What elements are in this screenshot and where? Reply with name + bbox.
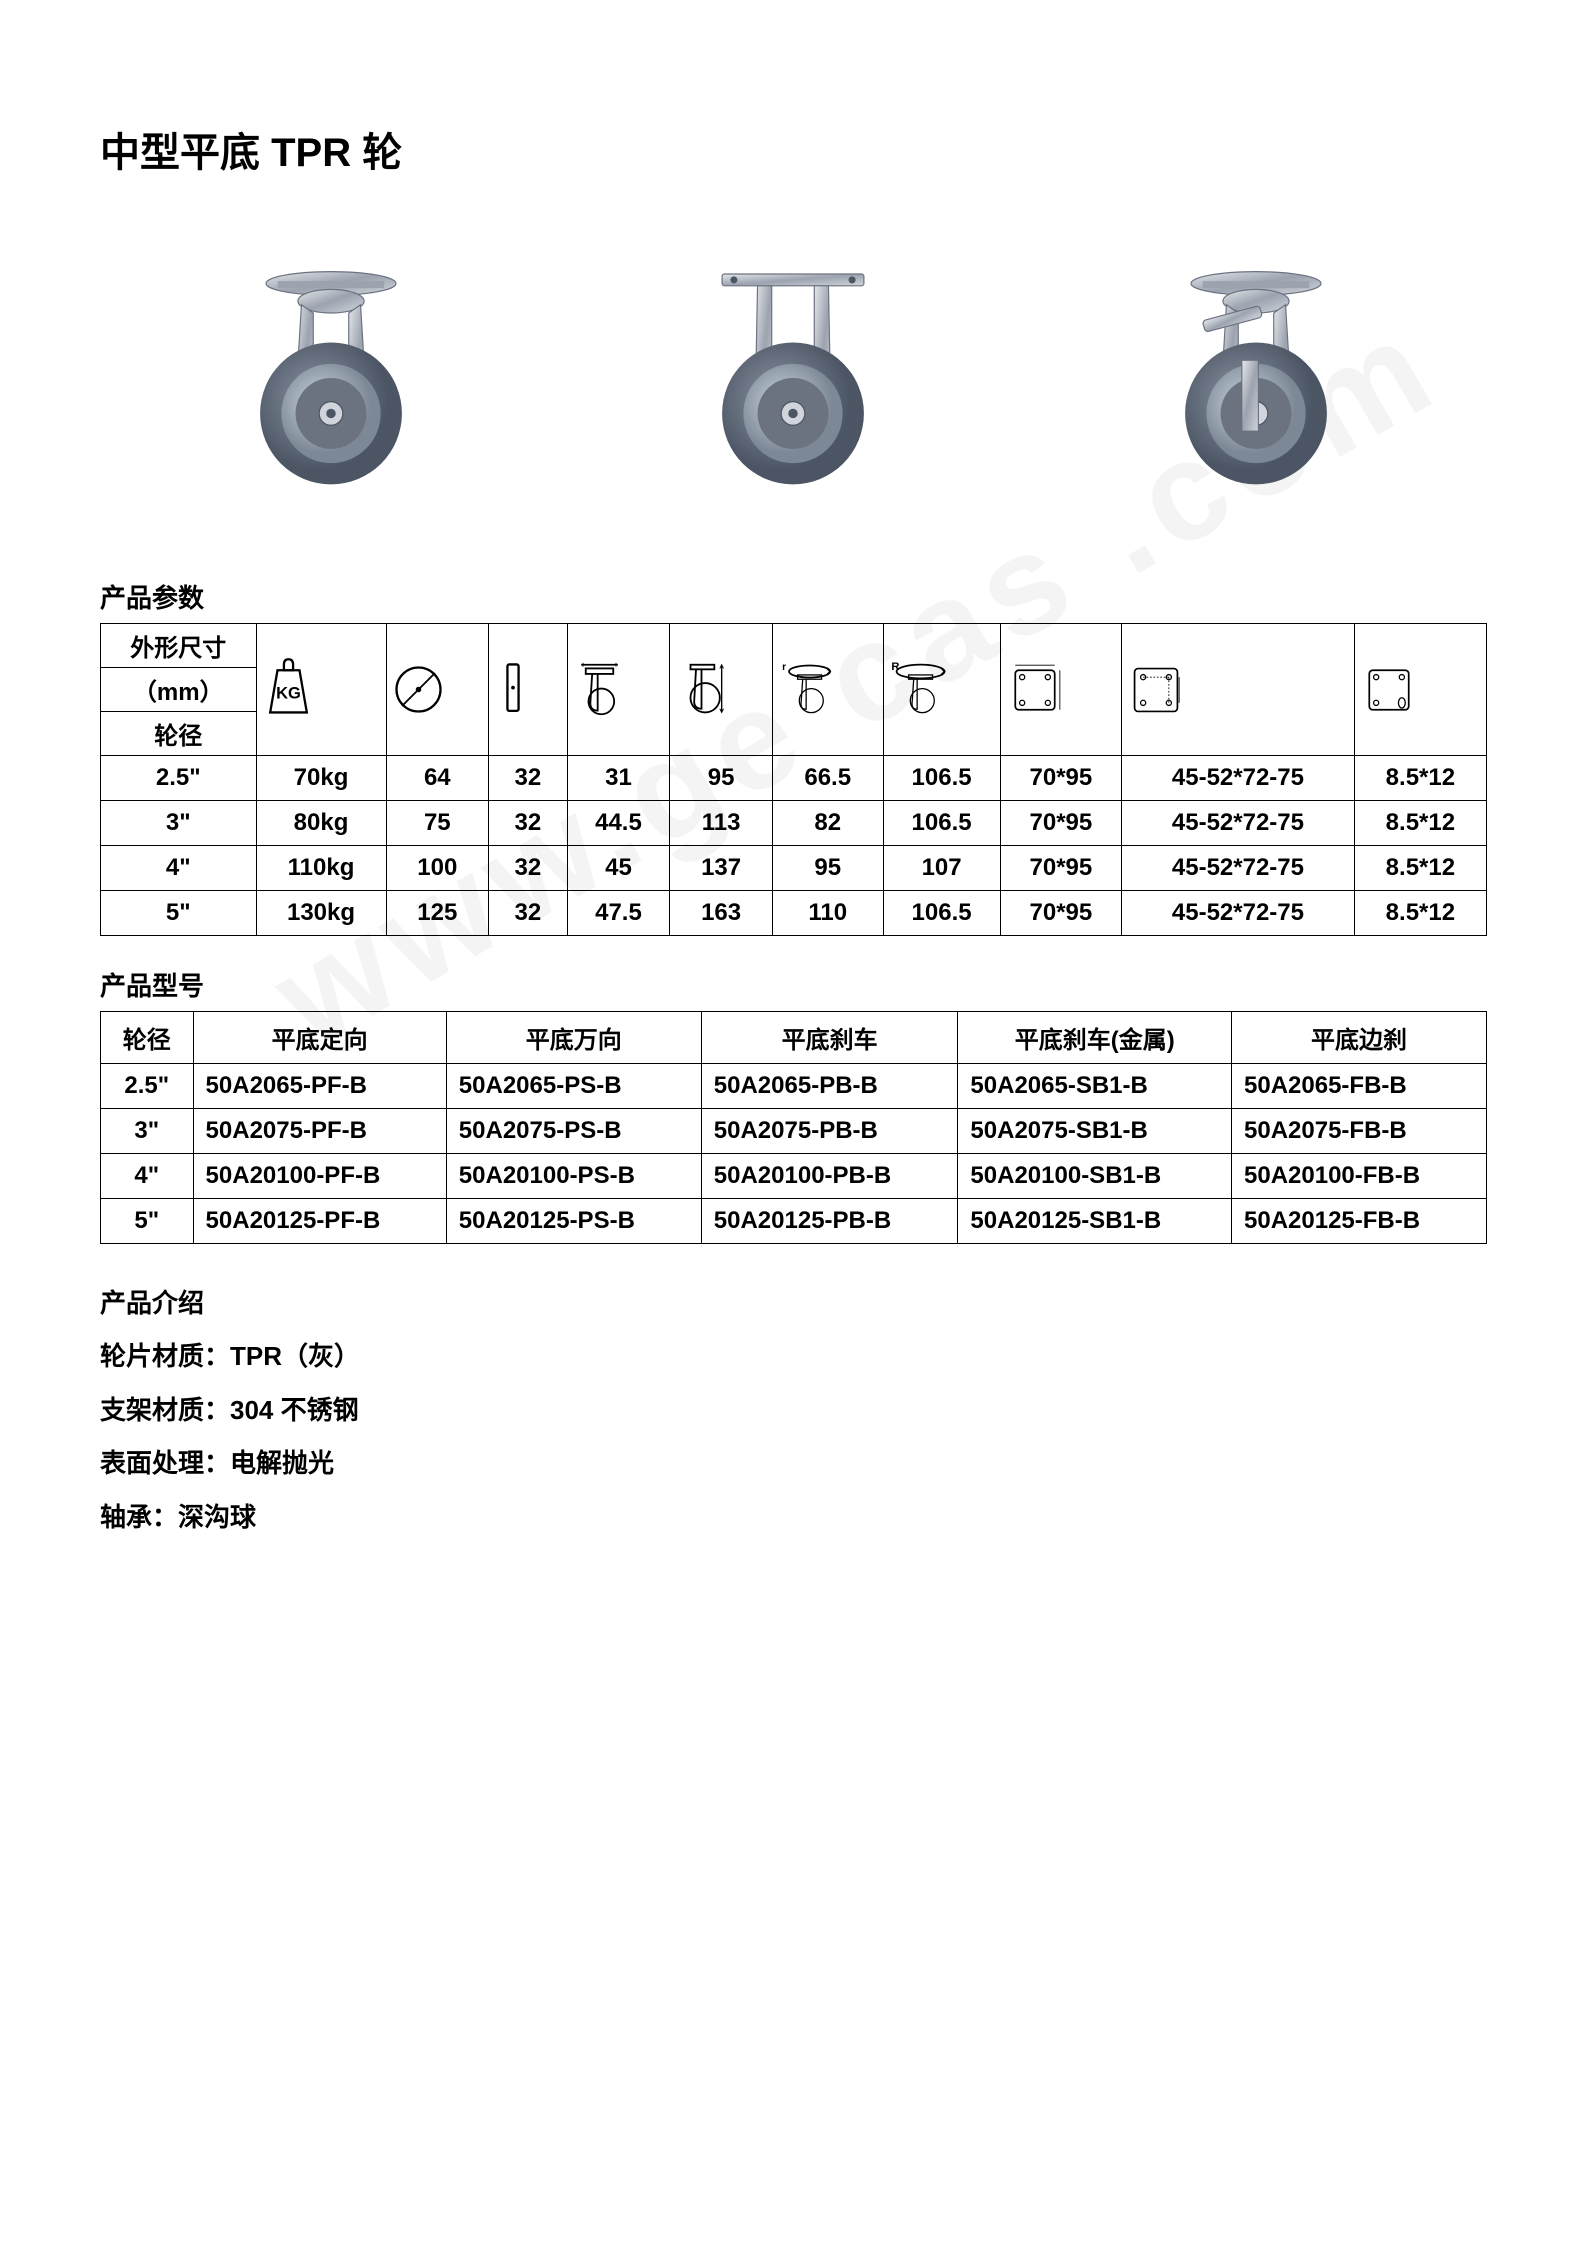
- params-row: 5"130kg1253247.5163110106.570*9545-52*72…: [101, 891, 1487, 936]
- models-header: 平底万向: [446, 1012, 701, 1064]
- page-title: 中型平底 TPR 轮: [100, 120, 1487, 178]
- params-row: 4"110kg10032451379510770*9545-52*72-758.…: [101, 846, 1487, 891]
- swivel-R-icon: R: [883, 624, 1000, 756]
- intro-title: 产品介绍: [100, 1279, 1487, 1328]
- models-table: 轮径 平底定向 平底万向 平底刹车 平底刹车(金属) 平底边刹 2.5"50A2…: [100, 1011, 1487, 1244]
- params-dim-label2: （mm）: [101, 668, 256, 712]
- params-dim-label1: 外形尺寸: [101, 624, 256, 668]
- models-row: 5"50A20125-PF-B50A20125-PS-B50A20125-PB-…: [101, 1199, 1487, 1244]
- bolt-hole-icon: [1354, 624, 1486, 756]
- intro-line: 轴承：深沟球: [100, 1493, 1487, 1542]
- svg-text:r: r: [782, 662, 786, 673]
- models-section-title: 产品型号: [100, 966, 1487, 1003]
- params-dim-label3: 轮径: [101, 712, 256, 755]
- models-header: 平底刹车: [701, 1012, 958, 1064]
- caster-swivel-image: [191, 238, 471, 518]
- caster-rigid-image: [653, 238, 933, 518]
- params-table: 外形尺寸 （mm） 轮径 KG r R: [100, 623, 1487, 936]
- swivel-r-icon: r: [772, 624, 883, 756]
- models-row: 4"50A20100-PF-B50A20100-PS-B50A20100-PB-…: [101, 1154, 1487, 1199]
- params-row: 3"80kg753244.511382106.570*9545-52*72-75…: [101, 801, 1487, 846]
- width-icon: [489, 624, 568, 756]
- offset-icon: [567, 624, 670, 756]
- models-row: 3"50A2075-PF-B50A2075-PS-B50A2075-PB-B50…: [101, 1109, 1487, 1154]
- models-header: 平底刹车(金属): [958, 1012, 1232, 1064]
- hole-spacing-icon: [1122, 624, 1355, 756]
- plate-size-icon: [1000, 624, 1121, 756]
- intro-line: 轮片材质：TPR（灰）: [100, 1332, 1487, 1381]
- models-row: 2.5"50A2065-PF-B50A2065-PS-B50A2065-PB-B…: [101, 1064, 1487, 1109]
- models-header: 平底边刹: [1232, 1012, 1487, 1064]
- intro-line: 表面处理：电解抛光: [100, 1439, 1487, 1488]
- models-header: 平底定向: [193, 1012, 446, 1064]
- models-header: 轮径: [101, 1012, 194, 1064]
- caster-brake-image: [1116, 238, 1396, 518]
- product-intro: 产品介绍 轮片材质：TPR（灰） 支架材质：304 不锈钢 表面处理：电解抛光 …: [100, 1279, 1487, 1542]
- height-icon: [670, 624, 773, 756]
- kg-icon: KG: [256, 624, 386, 756]
- diameter-icon: [386, 624, 489, 756]
- params-section-title: 产品参数: [100, 578, 1487, 615]
- intro-line: 支架材质：304 不锈钢: [100, 1386, 1487, 1435]
- params-row: 2.5"70kg6432319566.5106.570*9545-52*72-7…: [101, 756, 1487, 801]
- product-images-row: [100, 238, 1487, 518]
- svg-text:R: R: [891, 661, 899, 673]
- svg-text:KG: KG: [276, 685, 301, 703]
